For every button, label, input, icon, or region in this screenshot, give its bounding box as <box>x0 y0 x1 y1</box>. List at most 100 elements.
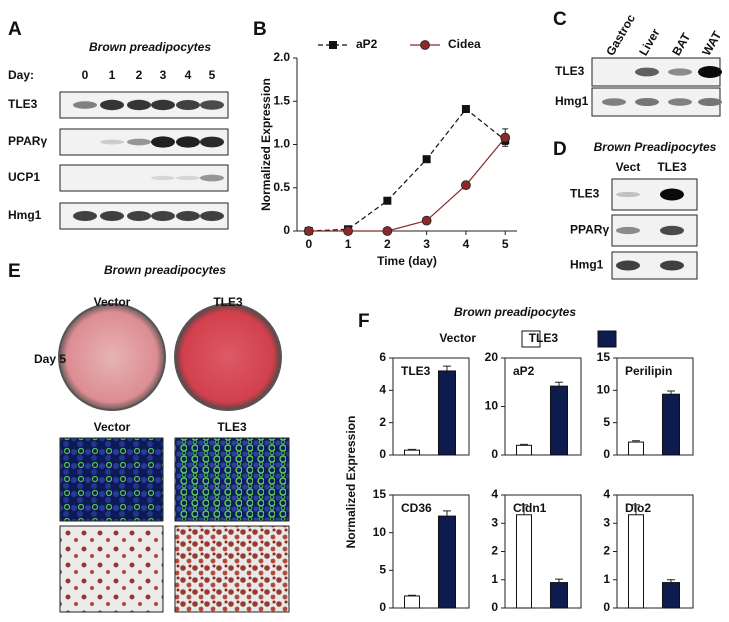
column-label: TLE3 <box>213 295 243 309</box>
y-tick-label: 2.0 <box>273 50 290 64</box>
day-label: Day: <box>8 68 34 82</box>
y-tick-label: 1 <box>603 572 610 586</box>
lane-label: 3 <box>160 68 167 82</box>
blot-band <box>616 191 640 198</box>
blot-band <box>151 175 175 181</box>
y-tick-label: 0 <box>283 223 290 237</box>
marker <box>461 180 471 191</box>
y-tick-label: 15 <box>597 350 611 364</box>
lane-label: 0 <box>82 68 89 82</box>
bar <box>662 582 680 609</box>
chart-title: CD36 <box>401 501 432 515</box>
lane-label: 2 <box>136 68 143 82</box>
y-tick-label: 1 <box>491 572 498 586</box>
bar <box>404 449 420 456</box>
y-tick-label: 2 <box>603 544 610 558</box>
panel-label: C <box>553 9 567 30</box>
error-bar <box>555 381 563 387</box>
panel-title: Brown Preadipocytes <box>594 140 717 154</box>
y-tick-label: 0 <box>491 447 498 461</box>
blot-band <box>668 68 692 76</box>
lane-label: Liver <box>636 26 663 58</box>
panel-label: A <box>8 19 22 40</box>
x-tick-label: 1 <box>345 237 352 251</box>
panel-title: Brown preadipocytes <box>89 40 211 54</box>
marker <box>500 132 511 143</box>
lane-label: 1 <box>109 68 116 82</box>
blot-band <box>73 211 97 221</box>
bar <box>550 582 568 609</box>
lane-label: 5 <box>209 68 216 82</box>
blot-band <box>176 100 200 110</box>
dish-image <box>174 303 282 411</box>
lane-label: TLE3 <box>657 160 687 174</box>
blot-band <box>698 66 722 78</box>
chart-title: Cldn1 <box>513 501 547 515</box>
panel-label: E <box>8 261 21 282</box>
blot-band <box>176 211 200 221</box>
y-tick-label: 1.0 <box>273 137 290 151</box>
bar <box>550 385 568 456</box>
blot-band <box>151 211 175 221</box>
y-axis-label: Normalized Expression <box>259 78 273 211</box>
brightfield-image <box>59 525 164 613</box>
plot-frame <box>392 357 470 456</box>
bar <box>628 441 644 456</box>
x-tick-label: 3 <box>423 237 430 251</box>
bar <box>404 595 420 609</box>
lane-label: 4 <box>185 68 192 82</box>
blot-band <box>698 98 722 106</box>
y-tick-label: 0 <box>379 447 386 461</box>
series-line <box>308 137 506 232</box>
row-label: TLE3 <box>570 187 600 201</box>
column-label: Vector <box>94 295 131 309</box>
blot-band <box>602 98 626 106</box>
marker <box>329 41 337 49</box>
y-tick-label: 0 <box>603 600 610 614</box>
x-tick-label: 2 <box>384 237 391 251</box>
y-tick-label: 20 <box>485 350 499 364</box>
marker <box>420 40 430 50</box>
marker <box>382 226 393 236</box>
y-tick-label: 3 <box>603 515 610 529</box>
blot-band <box>176 136 200 148</box>
blot-band <box>200 174 224 182</box>
plot-frame <box>392 494 470 609</box>
panel-label: D <box>553 139 567 160</box>
layout <box>58 303 290 613</box>
error-bar <box>443 510 451 517</box>
marker <box>421 215 432 226</box>
lane-label: BAT <box>669 30 693 58</box>
panel-label: B <box>253 19 267 40</box>
y-tick-label: 15 <box>373 487 387 501</box>
y-tick-label: 10 <box>597 383 611 397</box>
blot-band <box>100 99 124 111</box>
lane-label: Gastroc <box>603 12 638 59</box>
chart-title: aP2 <box>513 364 535 378</box>
panel-label: F <box>358 311 370 332</box>
chart-title: TLE3 <box>401 364 431 378</box>
row-label: UCP1 <box>8 170 40 184</box>
y-tick-label: 4 <box>491 487 498 501</box>
legend-label: Vector <box>439 331 476 345</box>
row-label: Day 5 <box>34 352 66 366</box>
y-tick-label: 5 <box>603 415 610 429</box>
y-tick-label: 2 <box>379 415 386 429</box>
blot-band <box>127 211 151 221</box>
blot-band <box>100 211 124 221</box>
x-tick-label: 5 <box>502 237 509 251</box>
blot-band <box>100 139 124 145</box>
row-label: TLE3 <box>8 97 38 111</box>
blot-band <box>635 67 659 77</box>
blot-band <box>660 188 684 201</box>
blot-band <box>176 175 200 181</box>
panel-title: Brown preadipocytes <box>104 263 226 277</box>
row-label: PPARγ <box>570 223 609 237</box>
axis <box>296 58 517 232</box>
bar <box>628 514 644 609</box>
row-label: TLE3 <box>555 64 585 78</box>
y-tick-label: 10 <box>373 525 387 539</box>
panel-title: Brown preadipocytes <box>454 305 576 319</box>
legend-label: Cidea <box>448 37 481 51</box>
